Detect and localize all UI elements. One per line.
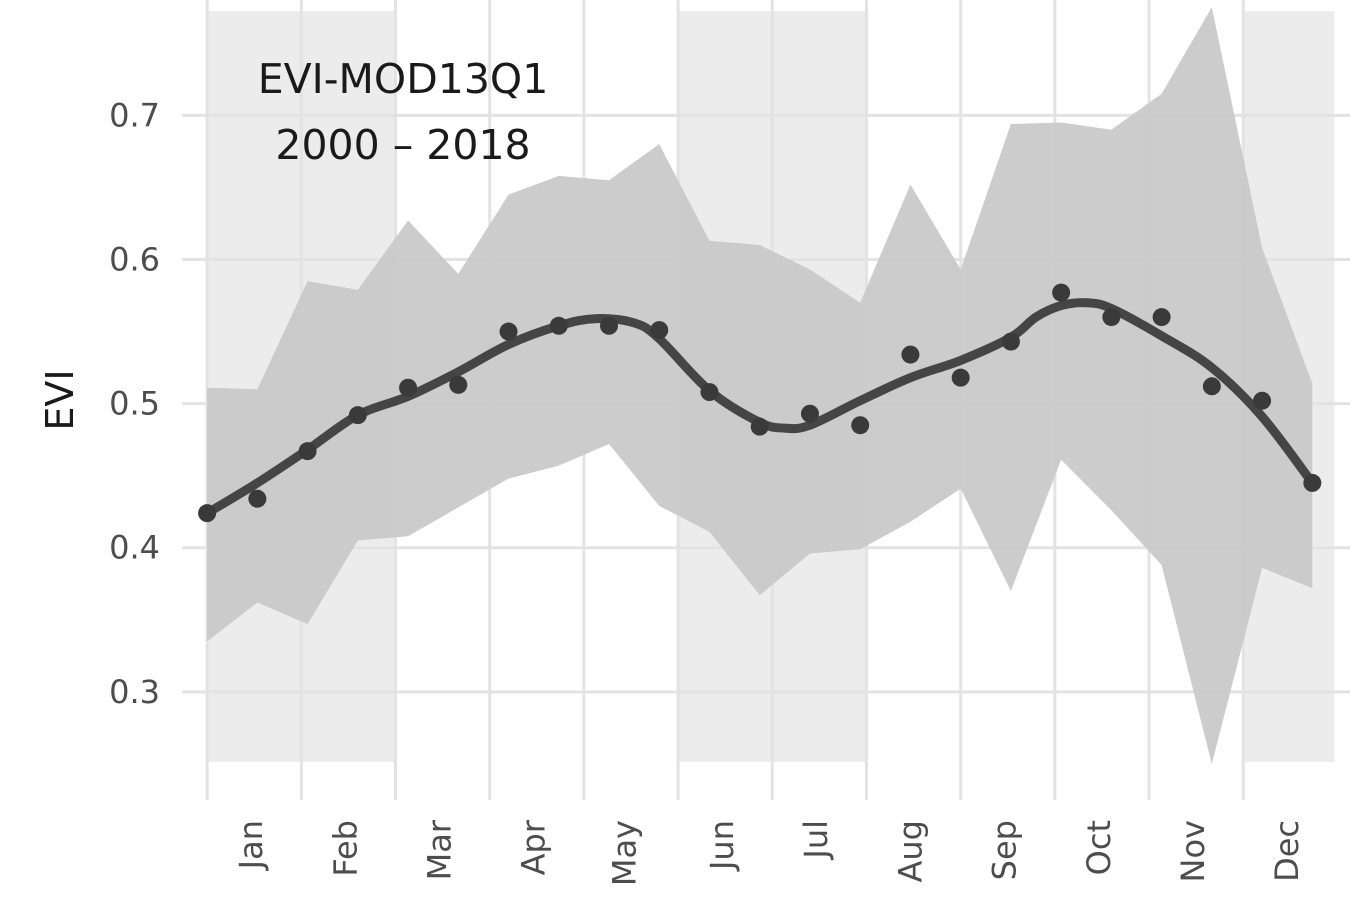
data-point-6 — [449, 375, 468, 394]
x-tick-label-oct: Oct — [1080, 820, 1118, 875]
data-point-15 — [901, 345, 920, 364]
ribbon-layer — [207, 7, 1313, 764]
x-tick-label-may: May — [606, 820, 644, 886]
data-point-18 — [1052, 283, 1071, 302]
data-points — [198, 283, 1322, 523]
y-tick-label-5: 0.7 — [109, 96, 160, 134]
data-point-4 — [348, 406, 367, 425]
y-axis-title: EVI — [38, 369, 82, 430]
data-point-20 — [1152, 308, 1171, 327]
data-point-1 — [198, 504, 217, 523]
data-point-10 — [650, 321, 669, 340]
x-tick-label-nov: Nov — [1174, 820, 1212, 882]
x-tick-label-jul: Jul — [797, 820, 835, 861]
data-point-22 — [1253, 391, 1272, 410]
y-tick-label-4: 0.6 — [109, 240, 160, 278]
x-tick-label-dec: Dec — [1268, 820, 1306, 882]
y-tick-label-2: 0.4 — [109, 529, 160, 567]
annotation-line-2: 2000 – 2018 — [275, 121, 530, 169]
ribbon-band — [207, 7, 1313, 764]
data-point-7 — [499, 322, 518, 341]
x-tick-label-apr: Apr — [515, 819, 553, 875]
x-tick-label-jan: Jan — [232, 820, 270, 871]
x-tick-label-feb: Feb — [326, 820, 364, 877]
x-tick-label-aug: Aug — [891, 820, 929, 882]
data-point-5 — [399, 378, 418, 397]
data-point-9 — [600, 316, 619, 335]
data-point-14 — [851, 416, 870, 435]
x-tick-label-sep: Sep — [986, 820, 1024, 880]
data-point-16 — [951, 368, 970, 387]
y-tick-label-3: 0.5 — [109, 385, 160, 423]
annotation-line-1: EVI-MOD13Q1 — [258, 55, 549, 103]
data-point-2 — [248, 489, 267, 508]
data-point-12 — [750, 417, 769, 436]
y-tick-label-1: 0.3 — [109, 673, 160, 711]
data-point-23 — [1303, 473, 1322, 492]
x-tick-label-jun: Jun — [703, 820, 741, 872]
y-tick-labels: 0.3 0.4 0.5 0.6 0.7 — [109, 96, 160, 711]
x-tick-label-mar: Mar — [421, 819, 459, 880]
data-point-8 — [549, 316, 568, 335]
x-tick-labels: Jan Feb Mar Apr May Jun Jul Aug Sep Oct Nov Dec — [232, 819, 1306, 886]
data-point-17 — [1001, 332, 1020, 351]
data-point-3 — [298, 442, 317, 461]
data-point-13 — [800, 404, 819, 423]
data-point-21 — [1202, 377, 1221, 396]
data-point-11 — [700, 383, 719, 402]
data-point-19 — [1102, 308, 1121, 327]
